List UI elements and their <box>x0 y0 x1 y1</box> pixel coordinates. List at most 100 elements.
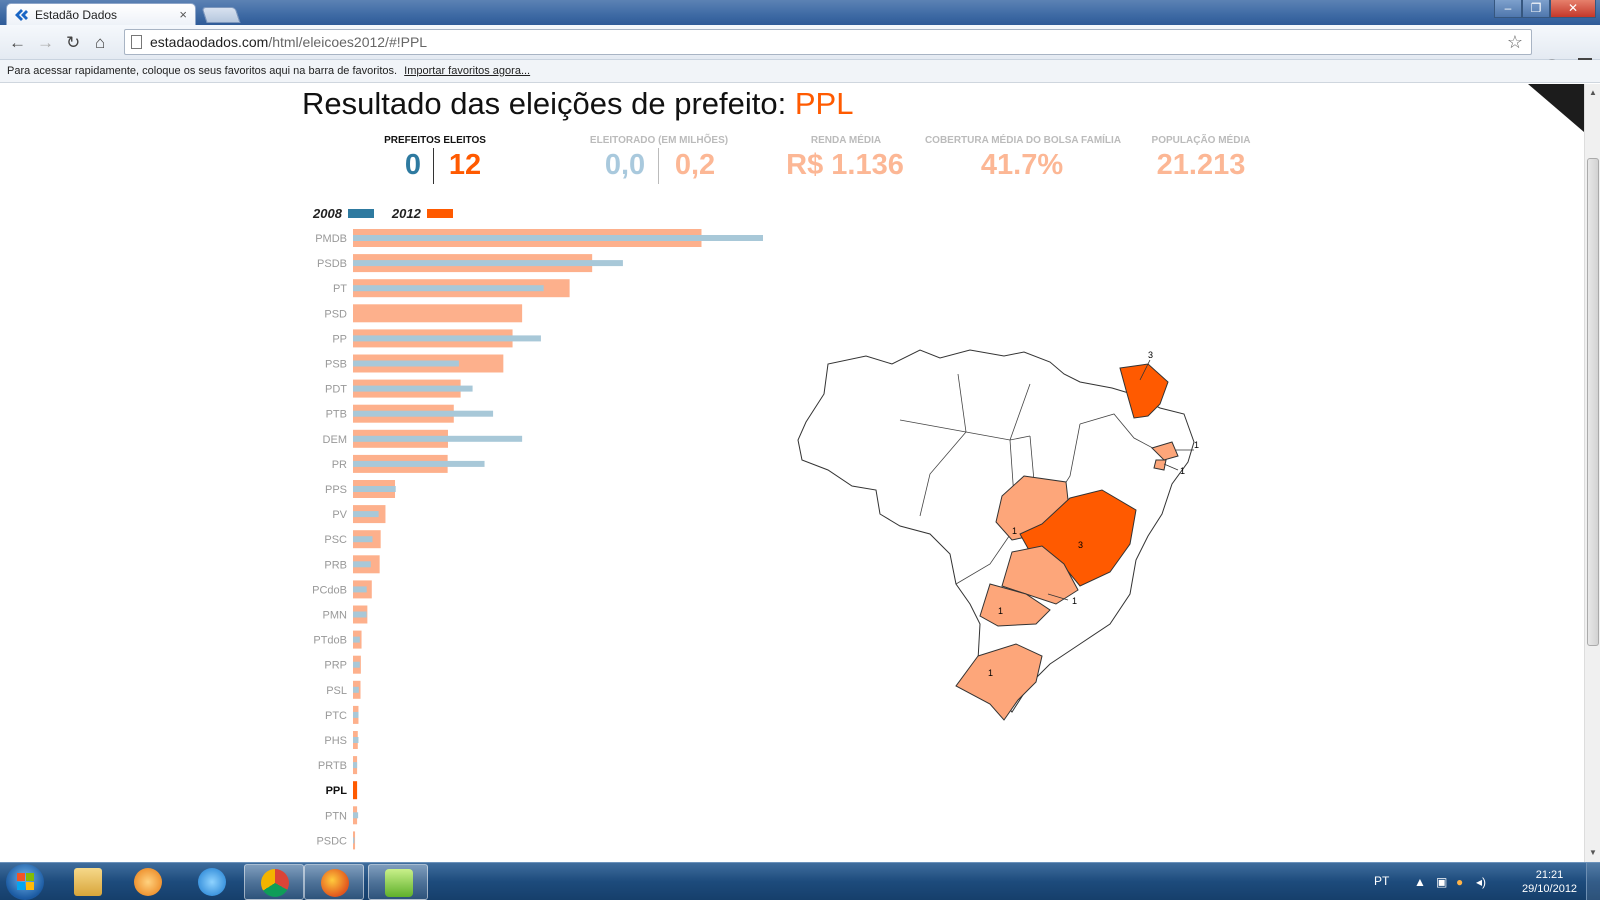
renda-value: R$ 1.136 <box>786 149 904 181</box>
bar-2008-prb[interactable] <box>353 561 371 568</box>
bar-label-ptdob: PTdoB <box>313 635 347 647</box>
chrome-app[interactable] <box>244 864 304 900</box>
volume-icon[interactable]: ◂) <box>1476 875 1487 889</box>
corner-ribbon[interactable] <box>1528 84 1584 132</box>
legend-2008-label: 2008 <box>313 206 342 221</box>
media-player-app[interactable] <box>118 864 178 900</box>
scroll-up-icon[interactable]: ▲ <box>1589 88 1597 97</box>
scroll-down-icon[interactable]: ▼ <box>1589 848 1597 857</box>
state-minas-gerais[interactable] <box>1019 489 1137 587</box>
clock[interactable]: 21:21 29/10/2012 <box>1522 868 1577 896</box>
new-tab-button[interactable] <box>201 7 241 23</box>
bar-2008-ptdob[interactable] <box>353 636 360 643</box>
bar-label-psdc: PSDC <box>316 835 347 847</box>
state-sergipe[interactable] <box>1153 459 1167 471</box>
legend-2012-label: 2012 <box>391 206 421 221</box>
populacao-label: POPULAÇÃO MÉDIA <box>1151 135 1251 146</box>
folder-icon <box>74 868 102 896</box>
bar-2008-prp[interactable] <box>353 661 360 668</box>
bar-label-psdb: PSDB <box>317 258 347 270</box>
tray-expand-icon[interactable]: ▲ <box>1414 875 1426 889</box>
state-sao-paulo[interactable] <box>1001 545 1079 605</box>
bar-2008-pr[interactable] <box>353 460 485 467</box>
back-icon[interactable]: ← <box>9 33 26 52</box>
bar-2008-ptb[interactable] <box>353 410 494 417</box>
map-label-ce: 3 <box>1148 350 1153 360</box>
media-player-icon <box>134 868 162 896</box>
minimize-button[interactable]: – <box>1494 0 1522 18</box>
bar-2008-pcdob[interactable] <box>353 586 367 593</box>
green-app[interactable] <box>368 864 428 900</box>
bar-2008-pps[interactable] <box>353 486 396 492</box>
close-window-button[interactable]: ✕ <box>1550 0 1596 18</box>
home-icon[interactable]: ⌂ <box>95 33 106 52</box>
window-titlebar: Estadão Dados × – ❐ ✕ <box>0 0 1600 25</box>
map-label-go: 1 <box>1012 526 1017 536</box>
bar-2008-pt[interactable] <box>353 285 544 292</box>
bar-2008-psdc[interactable] <box>353 837 355 844</box>
ie-app[interactable] <box>182 864 242 900</box>
bar-2008-pp[interactable] <box>353 335 541 342</box>
state-parana[interactable] <box>979 583 1051 627</box>
bolsa-label: COBERTURA MÉDIA DO BOLSA FAMÍLIA <box>924 135 1122 146</box>
bookmark-star-icon[interactable]: ☆ <box>1506 32 1523 52</box>
eleitorado-label: ELEITORADO (EM MILHÕES) <box>589 135 729 146</box>
show-desktop-button[interactable] <box>1586 863 1600 900</box>
bar-2008-ptn[interactable] <box>353 812 359 819</box>
bar-2012-ppl[interactable] <box>353 781 358 800</box>
populacao-value: 21.213 <box>1156 149 1246 181</box>
bar-label-dem: DEM <box>323 434 347 446</box>
state-rio-grande-do-sul[interactable] <box>955 643 1043 721</box>
prefeitos-2012-value: 12 <box>448 149 482 181</box>
state-ceara[interactable] <box>1119 363 1169 419</box>
import-bookmarks-link[interactable]: Importar favoritos agora... <box>404 65 531 77</box>
window-controls: – ❐ ✕ <box>1494 0 1596 18</box>
title-party: PPL <box>794 86 854 121</box>
firefox-app[interactable] <box>304 864 364 900</box>
bar-label-pp: PP <box>332 333 347 345</box>
explorer-app[interactable] <box>58 864 118 900</box>
url-text: estadaodados.com/html/eleicoes2012/#!PPL <box>150 34 427 50</box>
bar-label-phs: PHS <box>324 735 347 747</box>
page-scrollbar[interactable]: ▲ ▼ <box>1584 84 1600 862</box>
bar-label-ptn: PTN <box>325 810 347 822</box>
language-indicator[interactable]: PT <box>1374 874 1390 888</box>
bar-label-pmn: PMN <box>323 610 348 622</box>
bar-label-pmdb: PMDB <box>315 233 347 245</box>
tab-close-icon[interactable]: × <box>179 7 187 22</box>
bar-label-pcdob: PCdoB <box>312 584 347 596</box>
scroll-thumb[interactable] <box>1587 158 1599 646</box>
bar-2008-psb[interactable] <box>353 360 459 367</box>
page-title: Resultado das eleições de prefeito: PPL <box>302 86 853 122</box>
clock-time: 21:21 <box>1535 869 1564 881</box>
legend-2008-swatch <box>347 209 374 218</box>
bar-2008-ptc[interactable] <box>353 711 359 718</box>
bar-2008-phs[interactable] <box>353 737 359 743</box>
bar-2008-pv[interactable] <box>353 511 379 518</box>
bar-2008-dem[interactable] <box>353 435 523 442</box>
url-path: /html/eleicoes2012/#!PPL <box>268 34 428 50</box>
reload-icon[interactable]: ↻ <box>66 33 81 52</box>
bar-2008-psl[interactable] <box>353 686 359 693</box>
start-button[interactable] <box>6 864 44 900</box>
map-label-rs: 1 <box>988 668 993 678</box>
brazil-map: 3 1 1 3 1 1 1 1 <box>797 349 1199 721</box>
bar-2008-psdb[interactable] <box>353 260 623 267</box>
address-bar[interactable]: estadaodados.com/html/eleicoes2012/#!PPL… <box>124 29 1532 55</box>
map-label-sp: 1 <box>1072 596 1077 606</box>
forward-icon[interactable]: → <box>37 33 54 52</box>
maximize-button[interactable]: ❐ <box>1522 0 1550 18</box>
bar-2008-pmdb[interactable] <box>353 235 763 241</box>
state-alagoas[interactable] <box>1151 441 1179 461</box>
bar-2012-psd[interactable] <box>353 304 523 323</box>
network-icon[interactable]: ▣ <box>1436 875 1448 889</box>
bar-2008-psc[interactable] <box>353 536 373 543</box>
avast-icon[interactable]: ● <box>1456 875 1464 889</box>
bar-label-prb: PRB <box>324 559 347 571</box>
bar-2008-pmn[interactable] <box>353 611 367 618</box>
prefeitos-label: PREFEITOS ELEITOS <box>384 135 486 146</box>
map-label-pr: 1 <box>998 606 1003 616</box>
bar-2008-pdt[interactable] <box>353 385 473 392</box>
browser-tab[interactable]: Estadão Dados × <box>6 3 196 25</box>
bar-2008-prtb[interactable] <box>353 762 358 769</box>
